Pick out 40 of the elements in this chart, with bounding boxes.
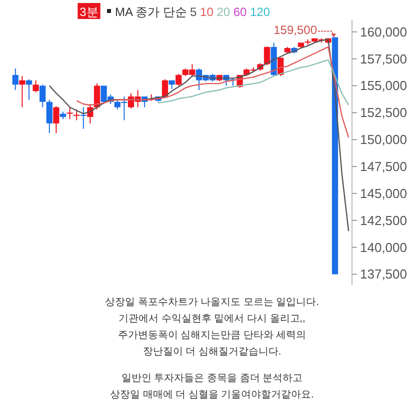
annotation: 159,500 [274, 23, 318, 38]
line-series [158, 59, 350, 106]
y-tick-label: 157,500 [360, 51, 407, 66]
line-series [76, 46, 350, 138]
text: 상장일 폭포수차트가 나올지도 모르는 일입니다. [105, 297, 319, 308]
candlestick [176, 73, 182, 86]
candlestick [264, 46, 270, 66]
text: 10 [200, 5, 214, 19]
legend-title: MA 종가 단순 [115, 5, 188, 19]
text: 장난질이 더 심해질거같습니다. [142, 346, 282, 358]
y-tick-label: 152,500 [360, 105, 407, 120]
candlestick [40, 84, 46, 108]
y-tick-label: 140,000 [360, 240, 407, 255]
candlestick [26, 78, 32, 100]
text: 일반인 투자자들은 종목을 좀더 분석하고 [121, 373, 303, 384]
candlestick [12, 68, 18, 91]
y-tick-label: 155,000 [360, 78, 407, 94]
candlestick [19, 76, 26, 108]
line-series [48, 38, 350, 232]
text: 주가변동폭이 심해지는만큼 단타와 세력의 [118, 330, 306, 341]
candlestick [74, 108, 80, 121]
candlestick [66, 106, 73, 120]
y-tick-label: 142,500 [360, 212, 407, 228]
y-tick-label: 150,000 [360, 132, 407, 148]
candlestick [46, 99, 52, 134]
candlestick [94, 83, 100, 110]
text: 5 [190, 5, 198, 19]
candlestick [80, 106, 86, 130]
legend-label: 120 [250, 5, 270, 19]
text: 20 [216, 5, 230, 19]
y-tick-label: 160,000 [360, 24, 407, 40]
y-tick-label: 137,500 [360, 266, 407, 282]
text: 상장일 매매에 더 심혈을 기울여야할거같아요. [110, 390, 314, 400]
legend-label: 60 [233, 5, 248, 19]
text: 기관에서 수익실현후 밑에서 다시 올리고,, [118, 314, 306, 324]
candlestick [53, 106, 60, 134]
y-tick-label: 147,500 [360, 159, 407, 174]
y-tick-label: 145,000 [360, 186, 407, 201]
chart-title: 3분 [80, 5, 98, 19]
candlestick [32, 80, 39, 93]
